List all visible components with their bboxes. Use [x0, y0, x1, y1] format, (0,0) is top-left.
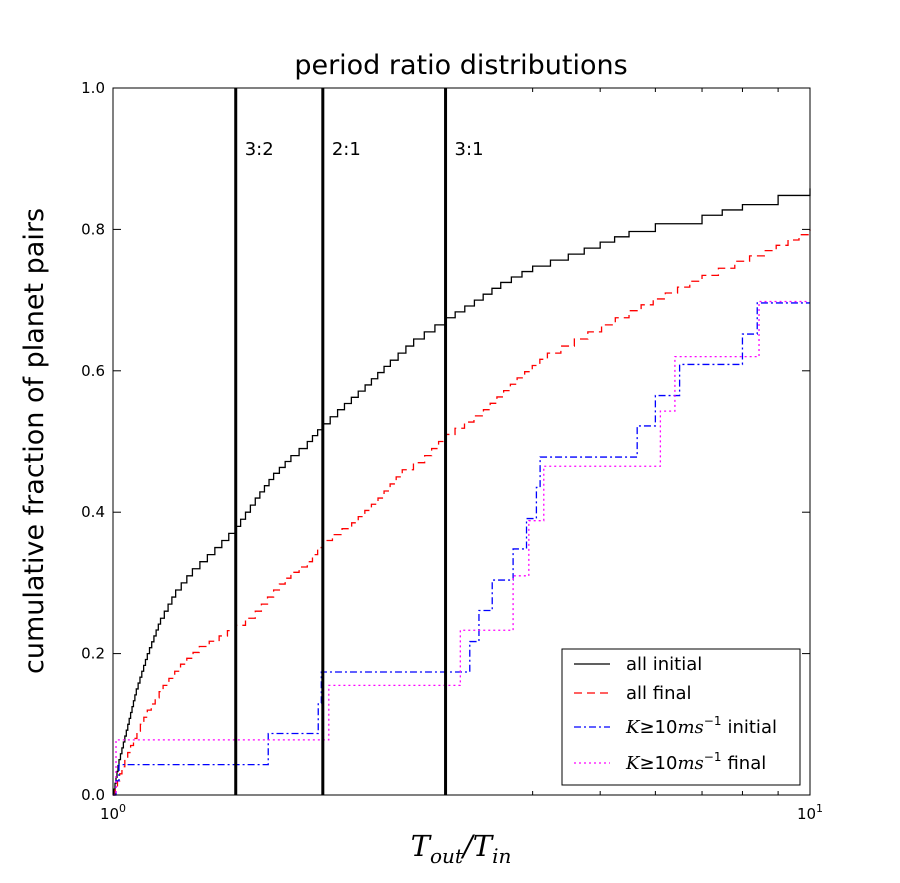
legend-label-all-final: all final [626, 683, 692, 704]
chart-title: period ratio distributions [294, 50, 627, 81]
y-tick-label-0: 0.0 [81, 786, 105, 804]
x-label-t1: T [411, 829, 433, 863]
y-tick-label-1: 0.2 [81, 645, 105, 663]
legend-label-k-final: K≥10ms−1 final [625, 750, 766, 774]
resonance-label-1: 2:1 [332, 139, 361, 160]
series-layer [113, 188, 811, 796]
legend-label-k-initial: K≥10ms−1 initial [625, 714, 777, 738]
series-line-1 [113, 229, 811, 796]
y-tick-label-2: 0.4 [81, 503, 105, 521]
y-axis-label: cumulative fraction of planet pairs [19, 208, 50, 674]
x-label-slash: / [460, 829, 476, 863]
y-tick-label-3: 0.6 [81, 362, 105, 380]
x-label-t2: T [473, 829, 495, 863]
y-tick-label-4: 0.8 [81, 220, 105, 238]
x-tick-label-0: 100 [100, 802, 126, 823]
y-tick-label-5: 1.0 [81, 79, 105, 97]
plot-frame [112, 87, 811, 796]
x-axis-label: Tout/Tin [411, 829, 512, 868]
x-label-sub-out: out [430, 844, 464, 868]
legend: all initial all final K≥10ms−1 initial K≥… [561, 648, 801, 786]
series-line-0 [113, 188, 811, 796]
x-label-sub-in: in [492, 844, 511, 868]
x-tick-label-1: 101 [797, 802, 823, 823]
tick-layer: 0.0 0.2 0.4 0.6 0.8 1.0 100 101 [81, 79, 823, 823]
legend-label-all-initial: all initial [626, 654, 702, 675]
resonance-layer: 3:2 2:1 3:1 [234, 88, 484, 795]
resonance-label-2: 3:1 [455, 139, 484, 160]
legend-box [561, 648, 801, 786]
resonance-label-0: 3:2 [245, 139, 274, 160]
series-line-3 [113, 300, 810, 796]
